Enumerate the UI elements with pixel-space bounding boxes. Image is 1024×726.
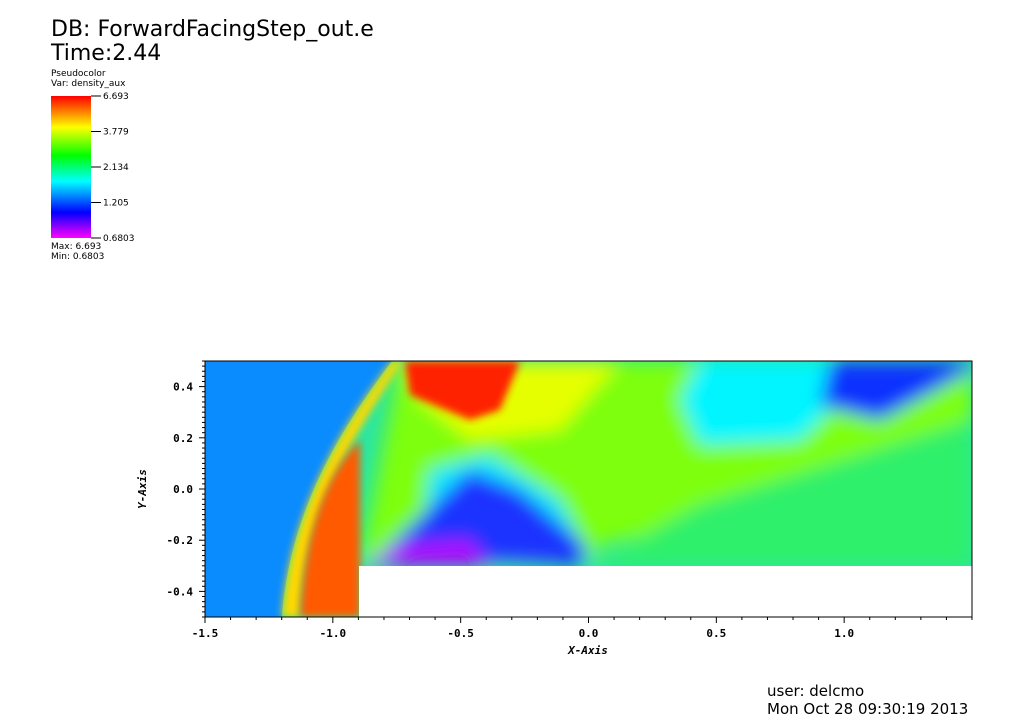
y-tick-label: -0.4	[167, 585, 194, 598]
colorbar	[51, 96, 91, 238]
region-expansion-corner	[360, 540, 490, 566]
region-inflow	[205, 361, 392, 617]
legend-variable: Var: density_aux	[51, 79, 126, 89]
y-axis-title: Y-Axis	[136, 469, 149, 509]
x-tick-label: 0.5	[706, 627, 726, 640]
time-title: Time:2.44	[51, 41, 162, 66]
step-obstacle	[359, 566, 972, 617]
x-tick-label: -1.5	[192, 627, 219, 640]
colorbar-tick-label: 2.134	[103, 163, 129, 173]
x-tick-label: -0.5	[447, 627, 474, 640]
x-axis-title: X-Axis	[567, 644, 608, 657]
density-field	[205, 361, 972, 617]
legend-minmax: Max: 6.693 Min: 0.6803	[51, 242, 104, 262]
region-mach-stem-high	[405, 361, 520, 420]
footer: user: delcmo Mon Oct 28 09:30:19 2013	[767, 682, 968, 718]
colorbar-tick-label: 1.205	[103, 198, 129, 208]
x-tick-label: 0.0	[579, 627, 599, 640]
db-title: DB: ForwardFacingStep_out.e	[51, 17, 374, 42]
y-tick-label: 0.4	[173, 381, 193, 394]
region-top-right-low	[820, 361, 972, 420]
region-expansion-core	[375, 470, 585, 566]
region-downstream-lower	[590, 420, 972, 566]
region-post-bow-shock	[300, 440, 360, 617]
colorbar-tick-label: 0.6803	[103, 234, 135, 244]
y-tick-label: -0.2	[167, 534, 194, 547]
y-tick-label: 0.2	[173, 432, 193, 445]
x-tick-label: -1.0	[320, 627, 347, 640]
y-tick-label: 0.0	[173, 483, 193, 496]
footer-date: Mon Oct 28 09:30:19 2013	[767, 700, 969, 718]
legend-max: Max: 6.693	[51, 242, 102, 252]
colorbar-tick-label: 6.693	[103, 92, 129, 102]
legend-header: Pseudocolor Var: density_aux	[51, 69, 125, 89]
x-axis-ticks: -1.5 -1.0 -0.5 0.0 0.5 1.0	[192, 617, 973, 640]
legend-min: Min: 0.6803	[51, 252, 105, 262]
y-axis-ticks: -0.4 -0.2 0.0 0.2 0.4	[167, 360, 205, 618]
bow-shock-band	[282, 361, 402, 617]
colorbar-ticks: 6.693 3.779 2.134 1.205 0.6803	[91, 92, 135, 244]
legend-plot-type: Pseudocolor	[51, 69, 106, 79]
footer-user: user: delcmo	[767, 682, 865, 700]
colorbar-tick-label: 3.779	[103, 128, 129, 138]
x-tick-label: 1.0	[834, 627, 854, 640]
